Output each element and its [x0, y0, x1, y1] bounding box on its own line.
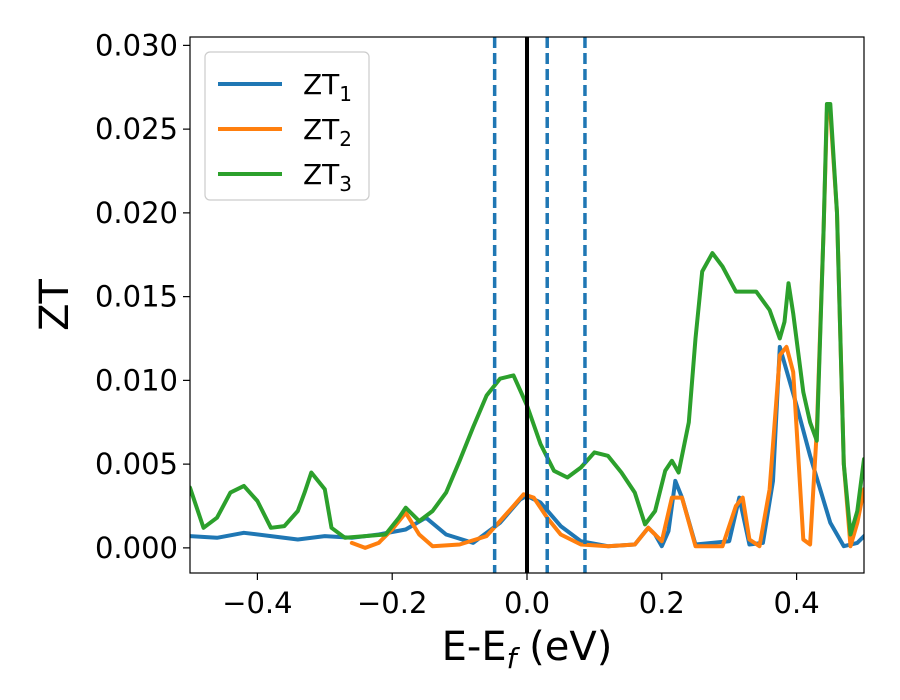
legend: ZT1 ZT2 ZT3	[204, 51, 370, 201]
x-axis-title: E-Ef (eV)	[442, 624, 613, 675]
y-tick-label: 0.015	[95, 280, 178, 314]
series-line-zt3	[190, 102, 864, 540]
y-tick-label: 0.005	[95, 447, 178, 481]
x-tick-label: 0.2	[639, 586, 685, 620]
y-axis-title: ZT	[32, 279, 78, 331]
legend-label-zt2: ZT2	[303, 113, 352, 151]
legend-label-zt1: ZT1	[303, 68, 352, 106]
series-layer	[190, 102, 864, 550]
x-tick-label: 0.4	[774, 586, 820, 620]
y-tick-label: 0.010	[95, 363, 178, 397]
legend-label-zt3: ZT3	[303, 158, 352, 196]
x-tick-label: −0.4	[222, 586, 292, 620]
series-line-zt2	[349, 110, 864, 550]
y-tick-label: 0.025	[95, 112, 178, 146]
x-tick-label: −0.2	[357, 586, 427, 620]
y-tick-label: 0.020	[95, 196, 178, 230]
y-tick-label: 0.000	[95, 531, 178, 565]
y-tick-label: 0.030	[95, 28, 178, 62]
vline-layer	[492, 37, 587, 573]
legend-box	[204, 51, 370, 201]
y-axis-ticks: 0.000 0.005 0.010 0.015 0.020 0.025 0.030	[95, 28, 190, 565]
x-tick-label: 0.0	[504, 586, 550, 620]
x-axis-ticks: −0.4 −0.2 0.0 0.2 0.4	[222, 573, 820, 620]
